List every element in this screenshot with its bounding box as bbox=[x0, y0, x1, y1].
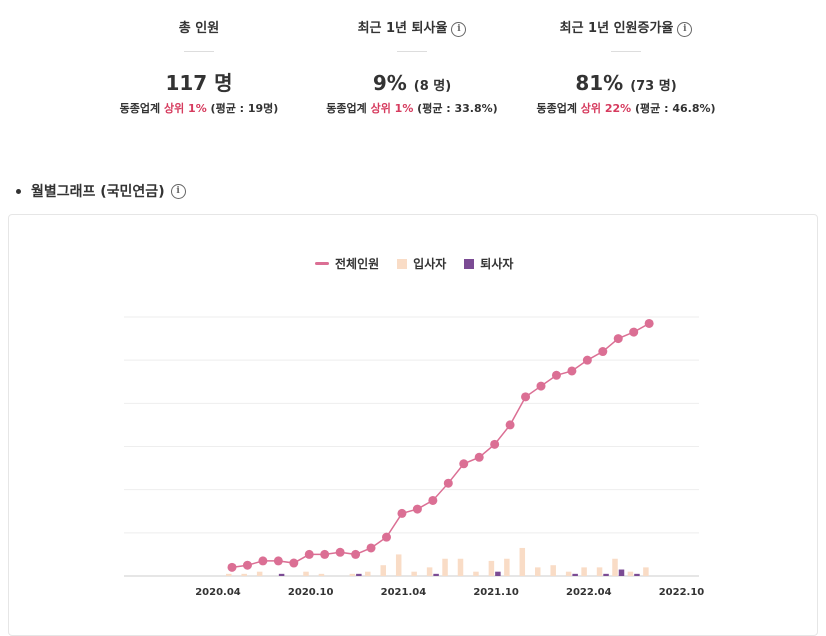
bar-join bbox=[395, 554, 402, 576]
stats-summary: 총 인원 117 명 동종업계 상위 1% (평균 : 19명) 최근 1년 퇴… bbox=[0, 0, 826, 140]
bar-join bbox=[519, 547, 526, 576]
x-tick-label: 2022.04 bbox=[566, 587, 612, 598]
bar-join bbox=[365, 571, 371, 576]
point-total bbox=[273, 556, 283, 566]
bar-join bbox=[535, 567, 541, 576]
divider bbox=[611, 51, 641, 52]
point-total bbox=[397, 508, 407, 518]
bar-leave bbox=[356, 573, 362, 576]
point-total bbox=[567, 366, 577, 376]
point-total bbox=[351, 549, 361, 559]
point-total bbox=[242, 560, 252, 570]
bar-join bbox=[550, 565, 556, 576]
point-total bbox=[412, 504, 422, 514]
bar-join bbox=[256, 571, 263, 576]
series-line-total bbox=[231, 322, 650, 569]
point-total bbox=[505, 420, 515, 430]
bar-join bbox=[380, 565, 386, 576]
bar-join bbox=[349, 573, 356, 576]
bar-join bbox=[581, 567, 587, 576]
divider bbox=[397, 51, 427, 52]
point-total bbox=[490, 439, 500, 449]
bar-join bbox=[226, 573, 232, 576]
bar-leave bbox=[278, 573, 285, 576]
bar-leave bbox=[433, 573, 439, 576]
point-total bbox=[629, 327, 639, 337]
bar-join bbox=[442, 558, 448, 576]
point-total bbox=[258, 556, 268, 566]
point-total bbox=[551, 370, 561, 380]
x-tick-label: 2022.10 bbox=[659, 587, 705, 598]
chart-legend: 전체인원 입사자 퇴사자 bbox=[315, 255, 513, 272]
point-total bbox=[644, 318, 654, 328]
legend-swatch-join bbox=[397, 258, 408, 269]
point-total bbox=[335, 547, 345, 557]
x-tick-label: 2020.10 bbox=[288, 587, 334, 598]
bar-join bbox=[241, 573, 247, 576]
point-total bbox=[613, 334, 623, 344]
point-total bbox=[366, 543, 376, 553]
bar-join bbox=[565, 571, 572, 576]
bar-leave bbox=[495, 571, 501, 576]
point-total bbox=[428, 495, 438, 505]
x-tick-label: 2020.04 bbox=[195, 587, 241, 598]
point-total bbox=[227, 562, 237, 572]
bar-join bbox=[318, 573, 325, 576]
bar-join bbox=[411, 571, 417, 576]
bar-join bbox=[643, 567, 649, 576]
bar-join bbox=[612, 558, 618, 576]
point-total bbox=[536, 381, 546, 391]
bar-join bbox=[303, 571, 309, 576]
point-total bbox=[598, 347, 608, 357]
bar-join bbox=[473, 571, 479, 576]
bar-join bbox=[596, 567, 603, 576]
stat-rank: 동종업계 상위 1% (평균 : 19명) bbox=[119, 102, 279, 115]
bar-leave bbox=[603, 573, 609, 576]
x-tick-label: 2021.10 bbox=[473, 587, 519, 598]
bar-join bbox=[426, 567, 433, 576]
x-tick-label: 2021.04 bbox=[381, 587, 427, 598]
legend-item-total[interactable]: 전체인원 bbox=[315, 255, 379, 272]
point-total bbox=[289, 558, 299, 568]
legend-swatch-leave bbox=[464, 258, 475, 269]
stat-value: 81% (73 명) bbox=[575, 71, 677, 95]
bar-leave bbox=[572, 573, 578, 576]
legend-swatch-line bbox=[315, 262, 329, 265]
point-total bbox=[382, 532, 391, 542]
stat-value: 9% (8 명) bbox=[372, 71, 452, 95]
stat-title: 최근 1년 인원증가율 i bbox=[506, 18, 746, 40]
stat-rank: 동종업계 상위 1% (평균 : 33.8%) bbox=[326, 102, 498, 115]
legend-item-leave[interactable]: 퇴사자 bbox=[464, 255, 513, 272]
stat-total-headcount: 총 인원 117 명 동종업계 상위 1% (평균 : 19명) bbox=[79, 18, 319, 116]
stat-headcount-growth: 최근 1년 인원증가율 i 81% (73 명) 동종업계 상위 22% (평균 … bbox=[506, 18, 746, 116]
monthly-chart-card: 전체인원 입사자 퇴사자 2020.04 2020.10 2021.04 2021.1… bbox=[8, 214, 818, 636]
point-total bbox=[320, 549, 330, 559]
bar-join bbox=[488, 560, 495, 576]
stat-value: 117 명 bbox=[165, 71, 233, 95]
bar-join bbox=[457, 558, 464, 576]
point-total bbox=[582, 355, 592, 365]
bar-join bbox=[627, 571, 634, 576]
point-total bbox=[474, 452, 484, 462]
bar-leave bbox=[618, 569, 625, 576]
section-title: 월별그래프 (국민연금) i bbox=[16, 180, 186, 202]
stat-title: 최근 1년 퇴사율 i bbox=[292, 18, 532, 40]
point-total bbox=[304, 549, 314, 559]
bar-join bbox=[504, 558, 510, 576]
info-icon[interactable]: i bbox=[677, 21, 693, 37]
stat-turnover-rate: 최근 1년 퇴사율 i 9% (8 명) 동종업계 상위 1% (평균 : 33.… bbox=[292, 18, 532, 116]
monthly-chart: 2020.04 2020.10 2021.04 2021.10 2022.04 2022.… bbox=[124, 316, 705, 598]
stat-title: 총 인원 bbox=[178, 21, 220, 36]
info-icon[interactable]: i bbox=[451, 21, 467, 37]
point-total bbox=[443, 478, 453, 488]
legend-item-join[interactable]: 입사자 bbox=[397, 255, 446, 272]
divider bbox=[184, 51, 214, 52]
info-icon[interactable]: i bbox=[170, 183, 186, 199]
point-total bbox=[521, 392, 531, 402]
stat-rank: 동종업계 상위 22% (평균 : 46.8%) bbox=[536, 102, 716, 115]
point-total bbox=[459, 459, 469, 469]
bar-leave bbox=[634, 573, 640, 576]
bullet-icon bbox=[16, 188, 21, 194]
